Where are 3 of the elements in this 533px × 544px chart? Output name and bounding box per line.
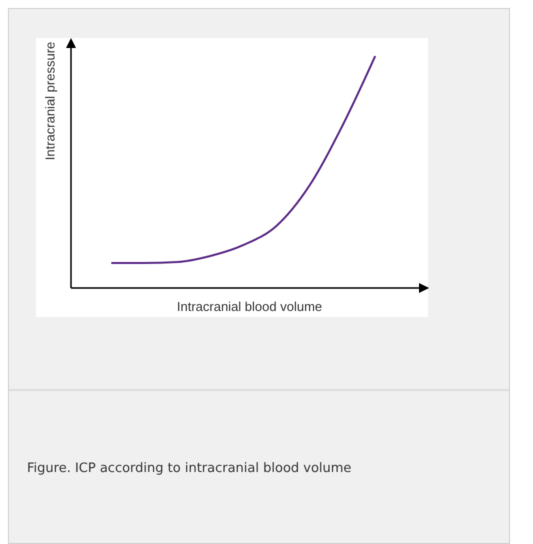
y-axis-title: Intracranial pressure	[42, 42, 58, 160]
text: Figure. ICP according to intracranial blood volume	[27, 461, 352, 476]
x-axis-title: Intracranial blood volume	[176, 299, 322, 314]
